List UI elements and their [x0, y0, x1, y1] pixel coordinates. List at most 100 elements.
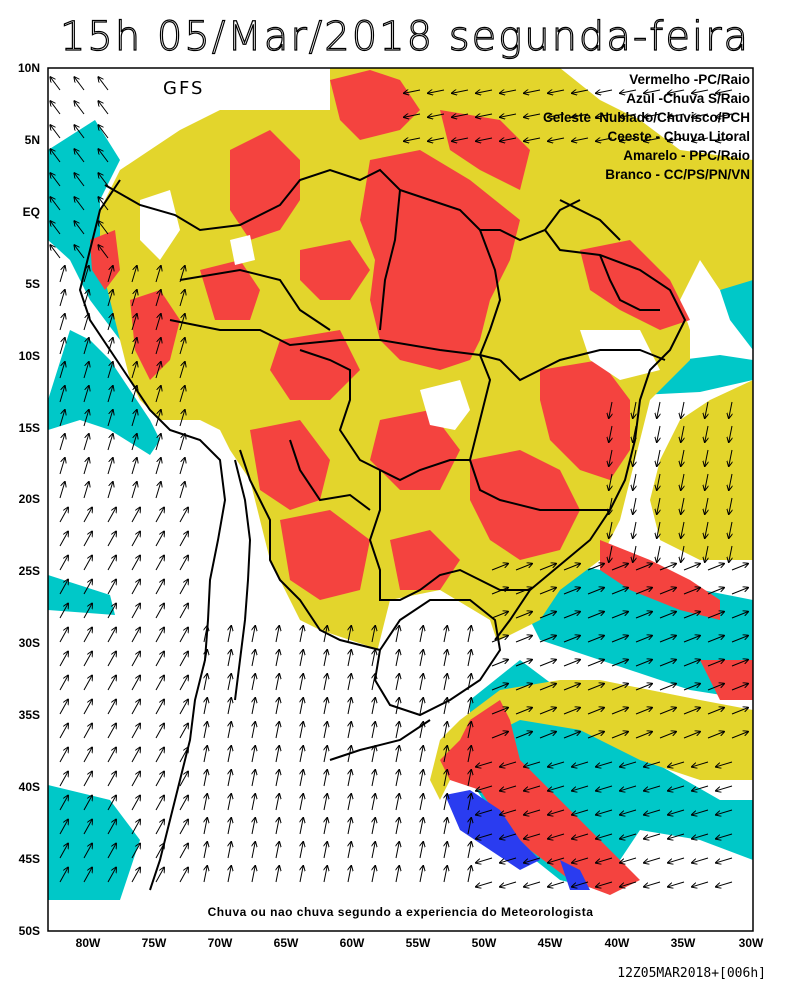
wind-arrow [300, 794, 303, 811]
wind-arrow [59, 652, 68, 667]
wind-arrow [716, 114, 733, 117]
wind-arrow [539, 564, 556, 571]
wind-arrow [476, 761, 493, 767]
wind-arrow [396, 650, 399, 667]
wind-arrow [692, 857, 709, 863]
wind-arrow [692, 114, 709, 117]
wind-arrow [131, 580, 140, 595]
wind-arrow [179, 532, 188, 547]
wind-arrow [500, 809, 517, 815]
wind-arrow [324, 650, 327, 667]
wind-arrow [74, 173, 85, 187]
wind-arrow [50, 197, 61, 211]
wind-arrow [572, 90, 589, 93]
wind-arrow [476, 857, 493, 863]
lon-label: 55W [405, 936, 431, 950]
wind-arrow [596, 785, 613, 791]
wind-arrow [59, 266, 65, 283]
wind-arrow [539, 612, 556, 619]
wind-arrow [491, 660, 508, 667]
wind-arrow [572, 881, 589, 887]
wind-arrow [348, 650, 351, 667]
wind-arrow [444, 842, 447, 859]
wind-arrow [131, 748, 140, 763]
wind-arrow [716, 809, 733, 815]
wind-arrow [83, 508, 92, 523]
wind-arrow [444, 794, 447, 811]
wind-arrow [50, 77, 61, 91]
wind-arrow [609, 449, 612, 466]
wind-arrow [548, 857, 565, 863]
wind-arrow [707, 636, 724, 643]
wind-arrow [420, 650, 423, 667]
wind-arrow [131, 700, 140, 715]
wind-arrow [83, 290, 89, 307]
wind-arrow [731, 588, 748, 595]
wind-arrow [705, 545, 708, 562]
wind-arrow [131, 868, 140, 883]
wind-arrow [729, 449, 732, 466]
wind-arrow [596, 761, 613, 767]
legend-item: Azul -Chuva S/Raio [626, 91, 750, 106]
wind-arrow [59, 434, 65, 451]
wind-arrow [131, 844, 140, 859]
wind-arrow [59, 628, 68, 643]
wind-arrow [107, 580, 116, 595]
wind-arrow [524, 138, 541, 141]
wind-arrow [731, 708, 748, 715]
wind-arrow [300, 746, 303, 763]
wind-arrow [372, 866, 375, 883]
wind-arrow [587, 588, 604, 595]
wind-arrow [468, 866, 471, 883]
lat-label: 5S [25, 277, 40, 291]
wind-arrow [452, 90, 469, 93]
wind-arrow [131, 362, 137, 379]
wind-arrow [524, 90, 541, 93]
wind-arrow [324, 722, 327, 739]
wind-arrow [705, 449, 708, 466]
wind-arrow [396, 818, 399, 835]
wind-arrow [252, 650, 255, 667]
wind-arrow [524, 114, 541, 117]
lat-label: 20S [18, 492, 40, 506]
wind-arrow [420, 866, 423, 883]
wind-arrow [731, 636, 748, 643]
wind-arrow [731, 732, 748, 739]
wind-arrow [300, 674, 303, 691]
wind-arrow [729, 521, 732, 538]
wind-arrow [179, 362, 185, 379]
wind-arrow [572, 138, 589, 141]
wind-arrow [324, 746, 327, 763]
wind-arrow [131, 556, 140, 571]
wind-arrow [644, 761, 661, 767]
wind-arrow [83, 434, 89, 451]
wind-arrow [633, 401, 636, 418]
wind-arrow [372, 674, 375, 691]
wind-arrow [611, 660, 628, 667]
wind-arrow [659, 708, 676, 715]
wind-arrow [131, 482, 137, 499]
wind-arrow [204, 626, 207, 643]
wind-arrow [155, 796, 164, 811]
wind-arrow [131, 266, 137, 283]
legend-item: Branco - CC/PS/PN/VN [605, 167, 750, 182]
wind-arrow [635, 588, 652, 595]
wind-arrow [644, 857, 661, 863]
wind-arrow [548, 90, 565, 93]
wind-arrow [716, 785, 733, 791]
wind-arrow [705, 425, 708, 442]
wind-arrow [300, 818, 303, 835]
wind-arrow [681, 545, 684, 562]
wind-arrow [707, 588, 724, 595]
wind-arrow [563, 660, 580, 667]
wind-arrow [500, 833, 517, 839]
wind-arrow [179, 458, 185, 475]
wind-arrow [611, 732, 628, 739]
wind-arrow [620, 809, 637, 815]
wind-arrow [107, 314, 113, 331]
wind-arrow [131, 314, 137, 331]
wind-arrow [572, 785, 589, 791]
wind-arrow [59, 532, 68, 547]
wind-arrow [74, 221, 85, 235]
